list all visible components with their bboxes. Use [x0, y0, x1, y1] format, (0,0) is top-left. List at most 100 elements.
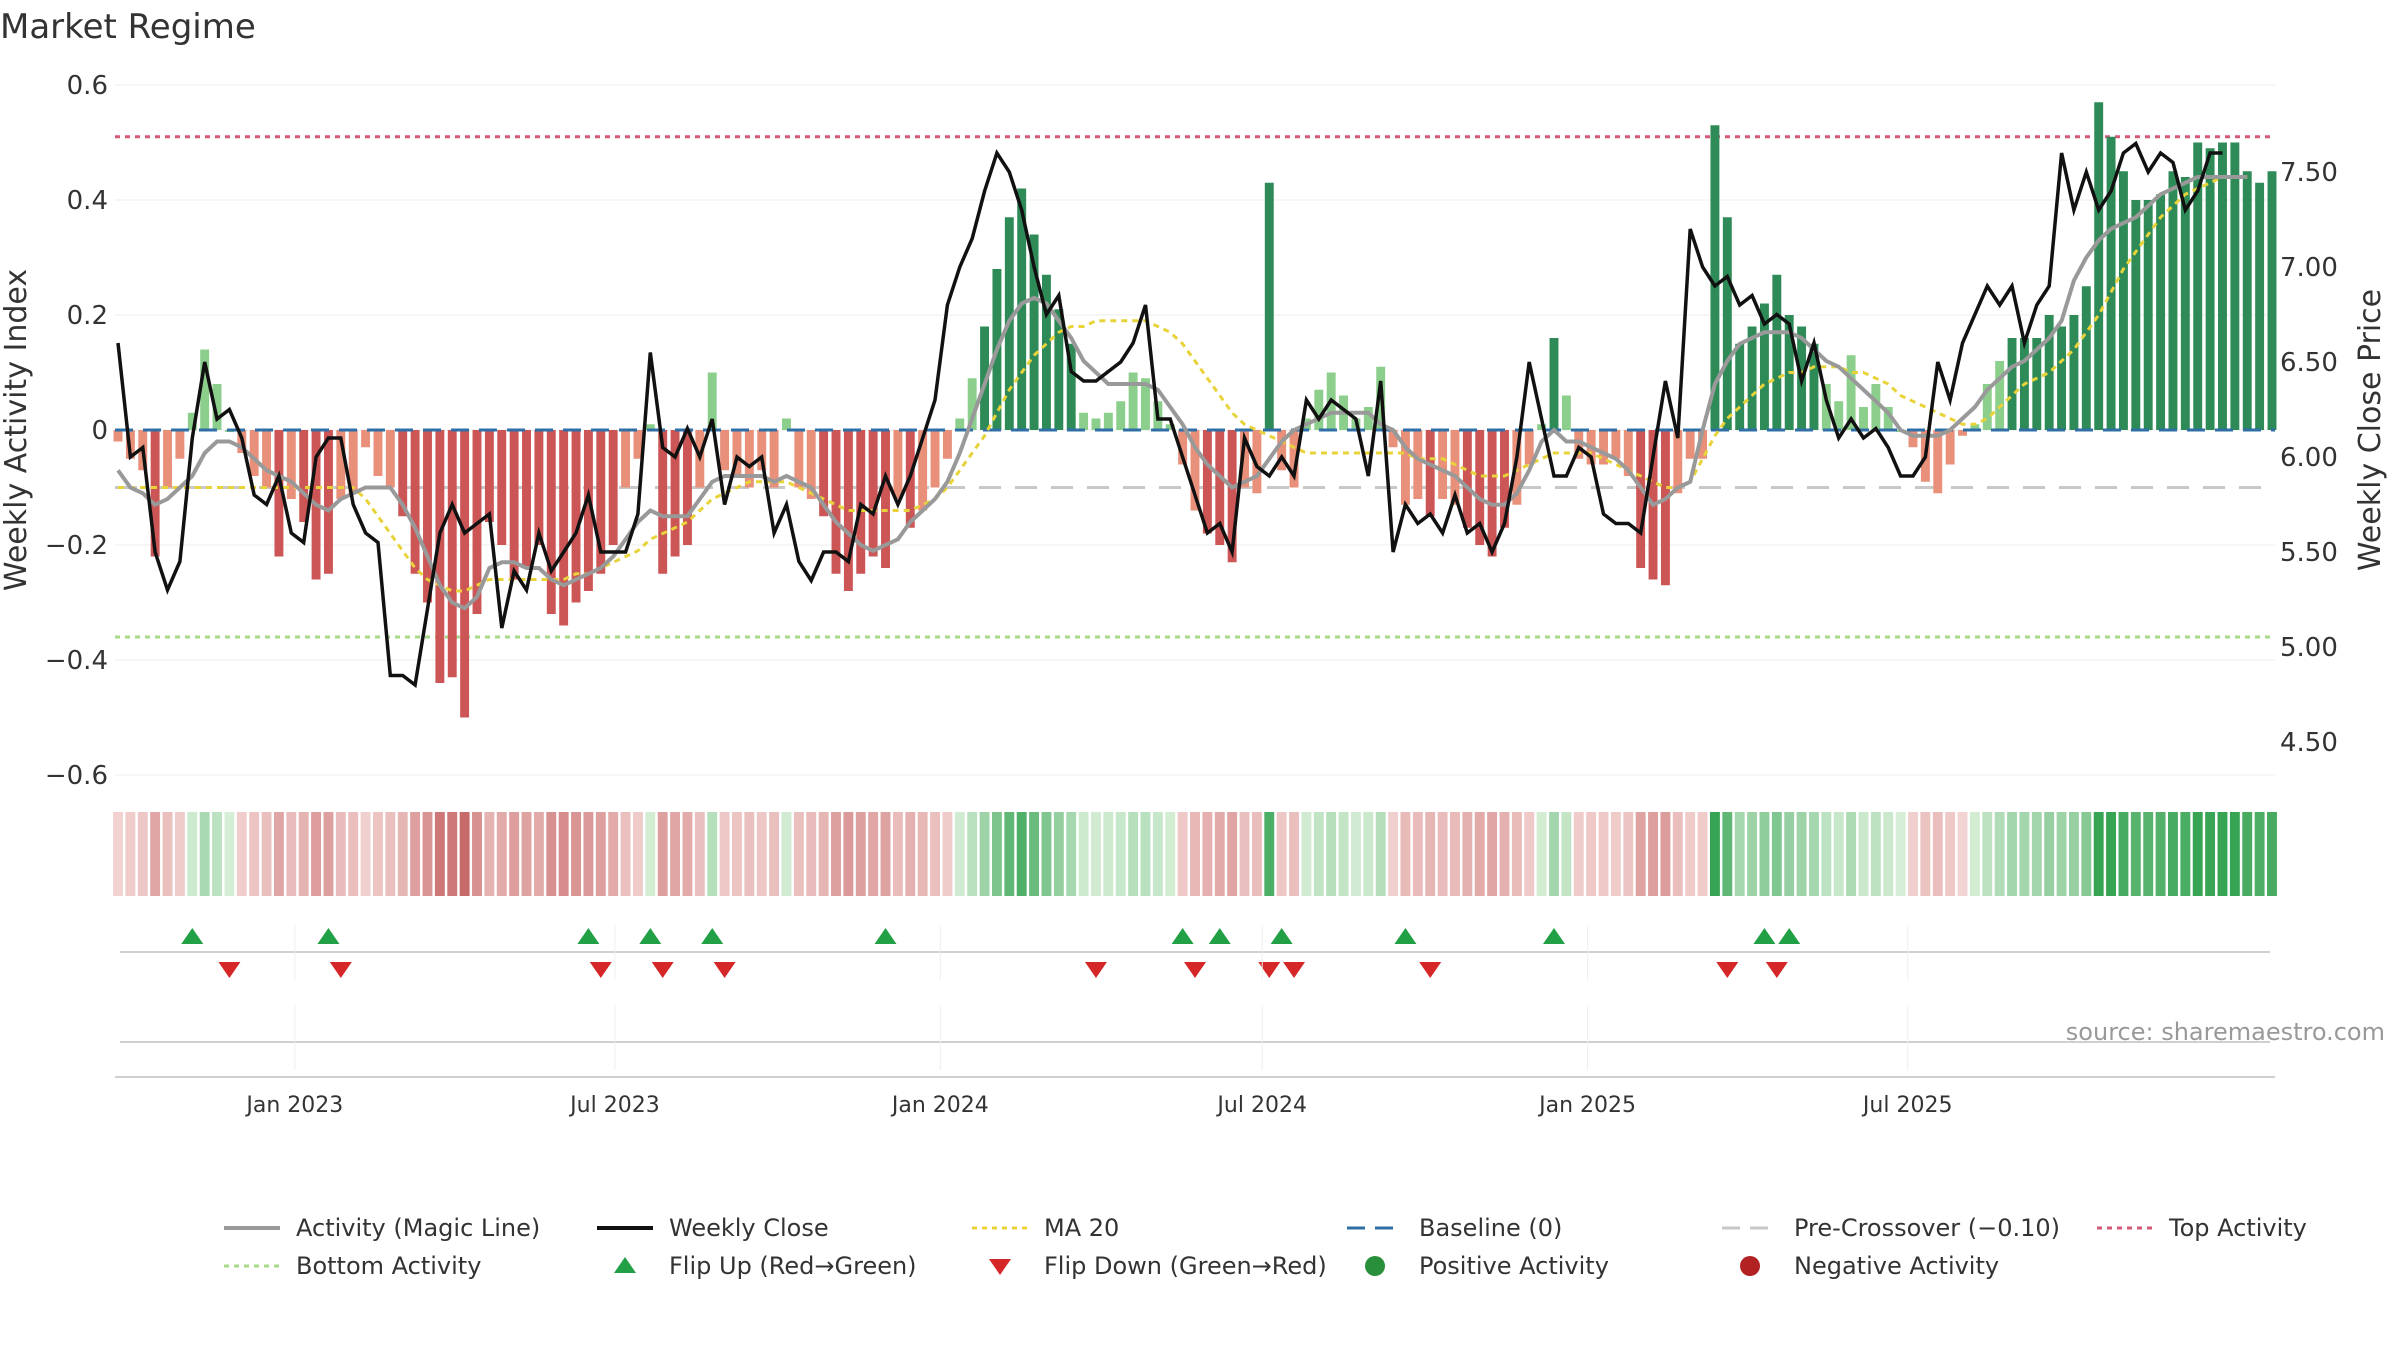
activity-bar [497, 430, 507, 545]
activity-bar [1759, 303, 1769, 430]
flip-up-marker [317, 928, 340, 944]
activity-bar [336, 430, 346, 499]
heat-cell [1784, 812, 1795, 896]
flip-up-marker [1171, 928, 1194, 944]
heat-cell [831, 812, 841, 896]
heat-cell [174, 812, 185, 896]
activity-bar [596, 430, 606, 574]
activity-bar [1933, 430, 1943, 494]
y-tick-label: 0.2 [67, 301, 108, 331]
activity-bar [150, 430, 160, 557]
x-tick-label: Jan 2023 [244, 1093, 343, 1118]
y-tick-label: 0.4 [67, 186, 108, 216]
heat-cell [2093, 812, 2104, 896]
y-tick-label: 0 [91, 416, 108, 446]
chart-title: Market Regime [0, 7, 256, 47]
activity-bar [1388, 430, 1398, 448]
activity-bar [2168, 171, 2178, 430]
heat-cell [546, 812, 557, 896]
activity-bar [1178, 430, 1188, 465]
activity-bar [274, 430, 284, 557]
heat-cell [1573, 812, 1584, 896]
activity-bar [1982, 384, 1992, 430]
heat-cell [1016, 812, 1027, 896]
heat-cell [917, 812, 928, 896]
heat-cell [137, 812, 148, 896]
heat-cell [1796, 812, 1807, 896]
legend-item: Activity (Magic Line) [222, 1210, 540, 1246]
heat-cell [1140, 812, 1151, 896]
activity-bar [942, 430, 952, 459]
heat-cell [670, 812, 681, 896]
source-label: source: sharemaestro.com [2066, 1018, 2385, 1046]
activity-bar [633, 430, 643, 459]
flip-up-marker [1753, 928, 1776, 944]
heat-cell [2019, 812, 2030, 896]
y2-tick-label: 5.50 [2280, 538, 2338, 568]
x-tick-label: Jan 2024 [890, 1093, 989, 1118]
heat-cell [2056, 812, 2067, 896]
heat-cell [385, 812, 396, 896]
activity-bar [2193, 142, 2203, 430]
activity-bar [1574, 430, 1584, 459]
activity-bar [460, 430, 470, 718]
heat-cell [2217, 812, 2228, 896]
heat-cell [1722, 812, 1733, 896]
activity-bar [2069, 315, 2079, 430]
flip-down-marker [651, 962, 674, 978]
activity-bar [2255, 182, 2265, 430]
heat-cell [2205, 812, 2216, 896]
activity-bar [2230, 142, 2240, 430]
regime-heat-strip [113, 812, 2277, 896]
activity-bar [2094, 102, 2104, 430]
heat-cell [1536, 812, 1547, 896]
activity-bar [1413, 430, 1423, 499]
activity-bar [1846, 355, 1856, 430]
y2-tick-label: 7.00 [2280, 253, 2338, 283]
flip-up-marker [1270, 928, 1293, 944]
heat-cell [1610, 812, 1621, 896]
activity-bar [1958, 430, 1967, 436]
heat-cell [1029, 812, 1040, 896]
activity-bar [410, 430, 420, 574]
activity-bar [2267, 171, 2277, 430]
activity-bar [187, 412, 197, 430]
legend-label: Positive Activity [1419, 1252, 1609, 1280]
activity-bars [113, 102, 2277, 718]
activity-bar [299, 430, 309, 522]
heat-cell [991, 812, 1002, 896]
heat-cell [1549, 812, 1559, 896]
heat-cell [1053, 812, 1064, 896]
heat-cell [162, 812, 173, 896]
activity-bar [645, 424, 655, 430]
heat-cell [1338, 812, 1349, 896]
flip-down-marker [218, 962, 241, 978]
heat-cell [1363, 812, 1374, 896]
heat-cell [1128, 812, 1139, 896]
legend-item: Pre-Crossover (−0.10) [1720, 1210, 2060, 1246]
activity-bar [583, 430, 593, 591]
heat-cell [558, 812, 569, 896]
activity-bar [2118, 171, 2128, 430]
activity-bar [1116, 401, 1126, 430]
heat-cell [484, 812, 495, 896]
y-tick-label: −0.2 [45, 531, 108, 561]
heat-cell [434, 812, 445, 896]
activity-bar [1747, 326, 1757, 430]
activity-bar [1240, 430, 1249, 488]
activity-bar [881, 430, 890, 568]
flip-up-marker [639, 928, 662, 944]
activity-bar [1029, 234, 1039, 430]
heat-cell [1499, 812, 1510, 896]
legend-swatch [614, 1257, 636, 1273]
activity-bar [707, 372, 717, 430]
heat-cell [806, 812, 817, 896]
heat-cell [1672, 812, 1683, 896]
activity-bar [1995, 361, 2005, 430]
activity-bar [732, 430, 742, 476]
activity-bar [2032, 338, 2042, 430]
heat-cell [1870, 812, 1881, 896]
activity-bar [398, 430, 408, 517]
heat-cell [1982, 812, 1993, 896]
activity-bar [1165, 424, 1175, 430]
